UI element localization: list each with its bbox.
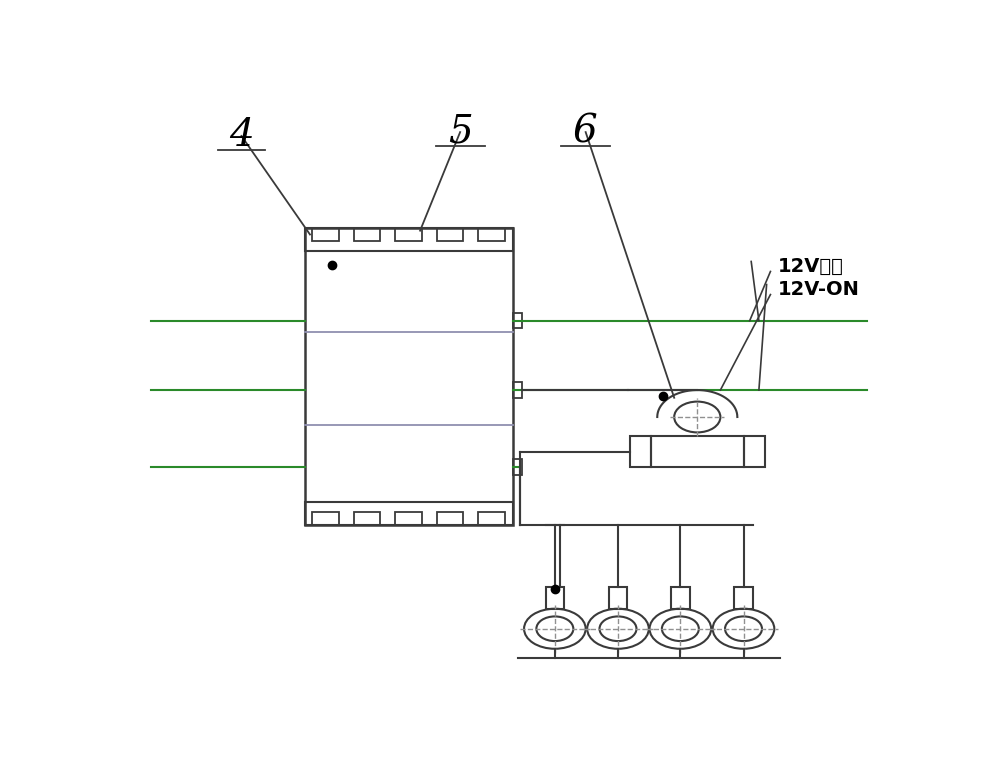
Text: 5: 5 xyxy=(448,114,473,151)
Bar xyxy=(354,229,380,242)
Bar xyxy=(305,502,512,525)
Bar xyxy=(354,512,380,525)
Text: 4: 4 xyxy=(229,118,254,154)
Bar xyxy=(512,459,522,475)
Bar xyxy=(478,512,505,525)
Bar xyxy=(305,229,512,525)
Bar xyxy=(478,229,505,242)
Bar xyxy=(512,382,522,398)
Bar xyxy=(305,229,512,251)
Bar xyxy=(437,229,463,242)
Bar xyxy=(312,229,339,242)
Bar xyxy=(630,436,651,467)
Bar xyxy=(395,512,422,525)
Bar xyxy=(312,512,339,525)
Bar xyxy=(734,587,753,608)
Bar xyxy=(546,587,564,608)
Bar xyxy=(437,512,463,525)
Bar xyxy=(744,436,765,467)
Text: 12V-ON: 12V-ON xyxy=(778,281,860,300)
Bar xyxy=(671,587,690,608)
Bar xyxy=(651,436,744,467)
Text: 6: 6 xyxy=(573,114,598,151)
Bar xyxy=(395,229,422,242)
Bar xyxy=(609,587,627,608)
Bar xyxy=(512,313,522,328)
Text: 12V常电: 12V常电 xyxy=(778,257,844,276)
